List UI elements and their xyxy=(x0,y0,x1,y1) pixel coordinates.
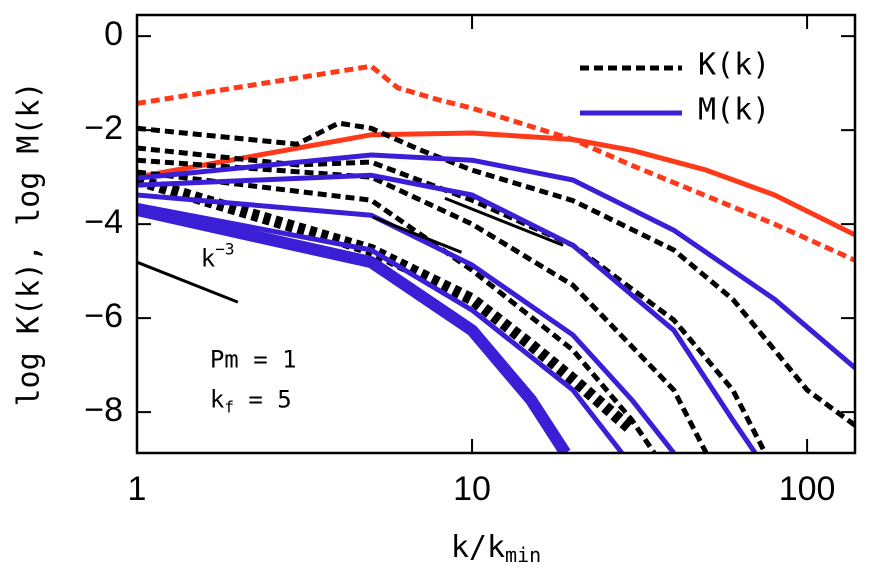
y-tick-label: 0 xyxy=(104,15,123,53)
series-line xyxy=(137,202,624,453)
reference-line xyxy=(136,260,239,304)
y-tick-label: −2 xyxy=(84,109,123,147)
series-line xyxy=(137,172,758,453)
series-line xyxy=(137,157,709,453)
y-tick-label: −8 xyxy=(84,391,123,429)
annotation: Pm = 1 xyxy=(210,345,297,373)
annotation: k−3 xyxy=(201,239,235,273)
series-line xyxy=(137,152,855,370)
x-axis-label: k/kmin xyxy=(451,530,541,567)
x-tick-label: 1 xyxy=(128,470,147,508)
series-line xyxy=(137,120,855,428)
series-line xyxy=(137,63,855,263)
plot-area xyxy=(137,63,855,453)
reference-line xyxy=(372,215,463,254)
y-tick-label: −6 xyxy=(84,297,123,335)
plot-frame xyxy=(135,13,857,455)
annotation: kf = 5 xyxy=(210,385,292,416)
legend-label: M(k) xyxy=(698,93,770,128)
series-line xyxy=(137,192,676,453)
series-line xyxy=(137,174,636,435)
x-tick-label: 10 xyxy=(453,470,491,508)
legend-label: K(k) xyxy=(698,48,770,83)
y-axis-label: log K(k), log M(k) xyxy=(12,81,47,406)
y-tick-label: −4 xyxy=(84,203,123,241)
series-line xyxy=(137,204,571,453)
series-line xyxy=(137,169,657,453)
reference-line xyxy=(444,196,564,247)
x-tick-label: 100 xyxy=(779,470,836,508)
